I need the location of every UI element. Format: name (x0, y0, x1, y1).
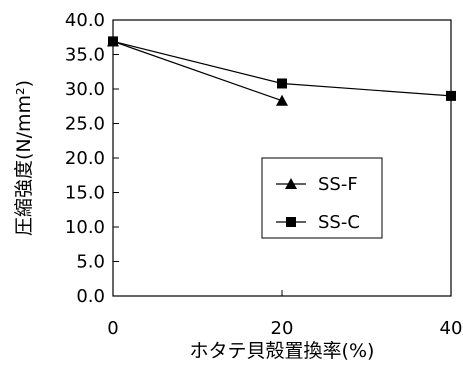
legend-box (261, 157, 383, 239)
data-point-ss-c (108, 36, 118, 47)
series-layer (107, 35, 456, 106)
y-tick-label: 30.0 (65, 79, 105, 100)
y-axis: 0.0 5.0 10.0 15.0 20.0 25.0 30.0 35.0 40.0 (65, 10, 119, 307)
data-point-ss-f (276, 94, 288, 106)
y-tick-label: 35.0 (65, 45, 105, 66)
legend-label-ss-c: SS-C (318, 212, 360, 233)
data-point-ss-c (277, 78, 287, 89)
legend-entries: SS-F SS-C (276, 174, 360, 233)
x-tick-label: 20 (271, 318, 294, 339)
legend-marker-ss-c (286, 217, 296, 227)
y-tick-label: 0.0 (76, 286, 105, 307)
y-tick-label: 5.0 (76, 252, 105, 273)
x-axis-label: ホタテ貝殻置換率(%) (190, 340, 375, 362)
series-line-ss-f (112, 40, 283, 102)
legend-marker-ss-f (285, 178, 297, 189)
legend: SS-F SS-C (261, 157, 383, 239)
y-tick-label: 25.0 (65, 114, 105, 135)
data-point-ss-c (446, 90, 456, 101)
x-tick-label: 40 (440, 318, 463, 339)
y-axis-label: 圧縮強度(N/mm²) (13, 80, 35, 236)
y-tick-label: 20.0 (65, 148, 105, 169)
y-tick-label: 40.0 (65, 10, 105, 31)
x-axis: 0 20 40 (107, 290, 462, 339)
legend-label-ss-f: SS-F (318, 174, 358, 195)
y-tick-label: 10.0 (65, 217, 105, 238)
x-tick-label: 0 (107, 318, 118, 339)
y-tick-label: 15.0 (65, 183, 105, 204)
